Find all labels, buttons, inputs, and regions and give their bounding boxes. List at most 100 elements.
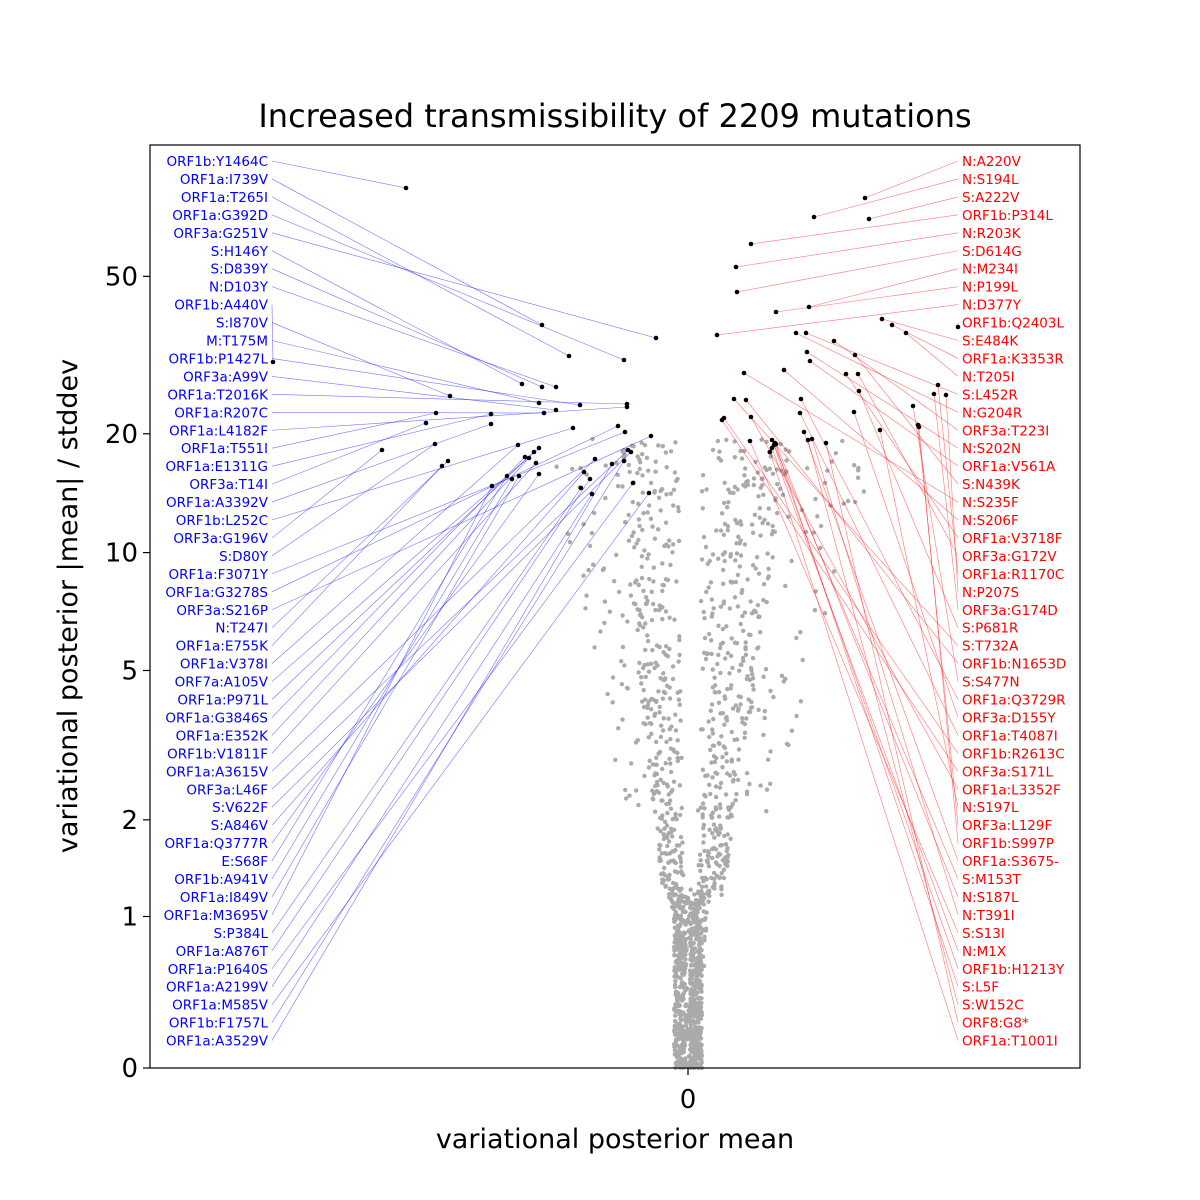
background-point <box>639 699 645 704</box>
background-point <box>722 558 727 564</box>
background-point <box>818 523 824 529</box>
axes: 0 1 2 5 10 20 50 0 <box>105 262 696 1115</box>
background-point <box>627 793 632 798</box>
leader-line <box>271 475 508 862</box>
background-point <box>701 822 707 828</box>
highlight-point <box>748 241 754 247</box>
background-point <box>672 470 678 475</box>
leader-line <box>271 304 274 363</box>
background-point <box>710 731 716 736</box>
background-point <box>744 479 749 485</box>
background-point <box>757 614 762 619</box>
leader-line <box>845 373 959 539</box>
background-point <box>653 607 658 613</box>
background-point <box>723 696 728 701</box>
background-points <box>554 436 867 1071</box>
leader-line <box>775 286 959 313</box>
mutation-label: ORF1a:E352K <box>176 728 269 744</box>
background-point <box>693 1045 698 1051</box>
background-point <box>661 836 667 842</box>
background-point <box>639 440 644 445</box>
mutation-label: ORF1a:G3846S <box>165 710 268 726</box>
background-point <box>637 607 642 613</box>
background-point <box>681 960 686 966</box>
mutation-label: ORF3a:T14I <box>189 477 268 493</box>
background-point <box>750 683 755 688</box>
background-point <box>637 523 642 529</box>
mutation-label: ORF1a:A2199V <box>166 980 269 996</box>
background-point <box>692 892 697 897</box>
background-point <box>646 735 651 740</box>
leader-line <box>735 232 959 268</box>
leader-line <box>864 160 959 199</box>
background-point <box>707 734 712 740</box>
background-point <box>658 828 663 834</box>
background-point <box>734 791 739 797</box>
background-point <box>658 676 663 681</box>
background-point <box>712 759 718 765</box>
mutation-label: S:D839Y <box>210 262 268 278</box>
leader-line <box>271 268 543 388</box>
leader-line <box>743 372 959 503</box>
background-point <box>612 579 617 584</box>
background-point <box>717 741 722 746</box>
background-point <box>661 832 666 837</box>
background-point <box>586 567 591 573</box>
highlight-point <box>843 371 849 377</box>
highlight-point <box>646 490 652 496</box>
background-point <box>635 738 640 743</box>
highlight-point <box>855 371 861 377</box>
leader-line <box>854 354 959 485</box>
mutation-label: S:V622F <box>212 800 268 816</box>
background-point <box>718 780 724 786</box>
background-point <box>734 737 740 742</box>
highlight-point <box>489 483 495 489</box>
leader-line <box>271 423 492 503</box>
background-point <box>724 751 729 756</box>
highlight-point <box>767 449 773 455</box>
background-point <box>677 634 682 639</box>
background-point <box>645 556 650 561</box>
background-point <box>707 827 712 832</box>
background-point <box>689 1006 694 1011</box>
mutation-label: S:L5F <box>962 980 999 996</box>
highlight-point <box>423 420 429 426</box>
background-point <box>641 511 646 516</box>
background-point <box>693 991 699 997</box>
highlight-points <box>270 185 961 497</box>
background-point <box>703 544 709 550</box>
background-point <box>775 510 780 516</box>
mutation-label: ORF3a:A99V <box>183 369 269 385</box>
background-point <box>625 686 631 691</box>
background-point <box>688 988 693 993</box>
background-point <box>643 674 648 680</box>
y-axis-label: variational posterior |mean| / stddev <box>53 359 84 853</box>
background-point <box>750 530 756 535</box>
background-point <box>632 545 637 550</box>
background-point <box>651 565 656 570</box>
leader-line <box>811 438 959 915</box>
background-point <box>652 665 657 671</box>
background-point <box>675 690 680 695</box>
background-point <box>584 472 589 477</box>
leader-line <box>918 426 959 844</box>
background-point <box>746 632 752 637</box>
background-point <box>645 633 650 638</box>
background-point <box>710 831 715 836</box>
background-point <box>650 796 655 801</box>
background-point <box>690 1044 695 1049</box>
background-point <box>696 942 702 948</box>
background-point <box>680 1047 685 1052</box>
background-point <box>744 789 750 794</box>
background-point <box>686 1008 691 1013</box>
mutation-label: ORF1a:A3615V <box>166 764 269 780</box>
mutation-label: S:D80Y <box>219 549 269 565</box>
leader-line <box>891 324 959 359</box>
background-point <box>727 671 732 676</box>
background-point <box>750 563 756 568</box>
background-point <box>761 582 767 587</box>
background-point <box>855 475 861 480</box>
background-point <box>654 739 659 745</box>
highlight-point <box>609 461 615 467</box>
background-point <box>740 613 745 619</box>
